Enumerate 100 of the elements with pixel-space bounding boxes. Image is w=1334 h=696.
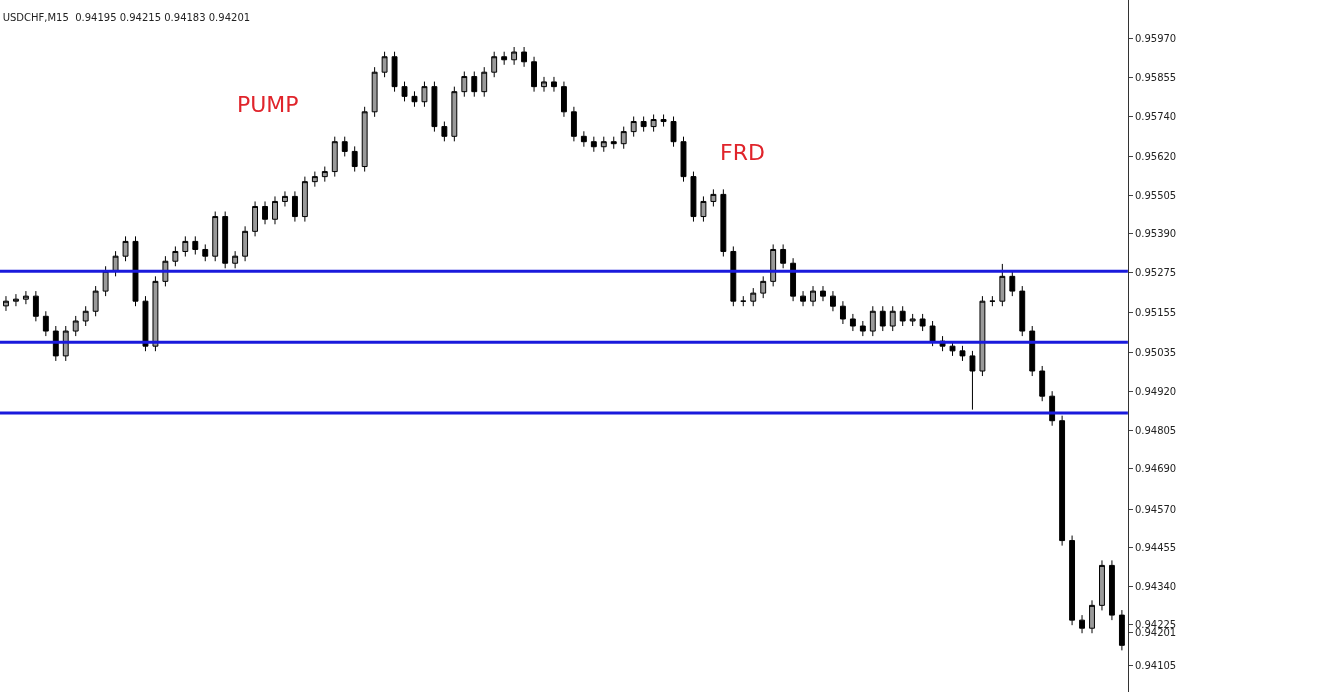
y-tick-label: 0.95390 bbox=[1134, 228, 1177, 240]
candlestick bbox=[590, 136, 597, 153]
candlestick bbox=[32, 290, 39, 322]
candlestick bbox=[282, 190, 288, 207]
y-tick-label: 0.95505 bbox=[1134, 189, 1177, 201]
candlestick bbox=[521, 46, 528, 68]
candlestick bbox=[461, 71, 468, 98]
candlestick bbox=[1069, 535, 1076, 626]
candlestick bbox=[331, 136, 338, 178]
candlestick bbox=[501, 51, 508, 66]
candlestick bbox=[710, 188, 717, 207]
candlestick bbox=[172, 245, 179, 267]
candlestick bbox=[291, 190, 298, 223]
candlestick bbox=[959, 345, 966, 362]
candlestick bbox=[132, 235, 139, 307]
candlestick bbox=[511, 46, 518, 66]
candlestick bbox=[451, 86, 458, 142]
candlestick bbox=[909, 313, 916, 327]
candlestick bbox=[610, 136, 617, 150]
y-tick-label: 0.95035 bbox=[1134, 347, 1177, 359]
y-tick-label: 0.95155 bbox=[1134, 307, 1177, 319]
candlestick bbox=[730, 245, 737, 307]
candlestick bbox=[112, 250, 119, 277]
candlestick bbox=[42, 310, 49, 337]
candlestick bbox=[1108, 559, 1115, 621]
candlestick bbox=[770, 243, 777, 287]
candlestick bbox=[13, 293, 19, 307]
y-tick-label: 0.95970 bbox=[1134, 33, 1177, 45]
candlestick bbox=[979, 295, 986, 377]
y-tick-label: 0.95275 bbox=[1134, 266, 1177, 278]
candlestick bbox=[720, 188, 727, 258]
candlestick bbox=[750, 287, 757, 307]
candlestick bbox=[22, 290, 29, 305]
candlestick bbox=[142, 295, 149, 352]
candlestick bbox=[401, 81, 408, 102]
candlestick bbox=[481, 66, 488, 98]
candlestick bbox=[102, 265, 109, 297]
candlestick bbox=[740, 295, 747, 307]
candlestick bbox=[311, 171, 318, 188]
candlestick bbox=[899, 305, 906, 327]
candlestick bbox=[272, 195, 278, 225]
candlestick bbox=[1099, 559, 1105, 611]
y-tick-label: 0.94690 bbox=[1134, 463, 1177, 475]
candlestick bbox=[620, 126, 627, 150]
candlestick bbox=[1009, 270, 1016, 297]
candlestick bbox=[262, 200, 268, 225]
candlestick bbox=[929, 320, 936, 347]
candlestick bbox=[152, 275, 159, 352]
annotation: PUMP bbox=[237, 92, 299, 117]
y-tick-label: 0.94805 bbox=[1134, 424, 1177, 436]
candlestick bbox=[391, 51, 398, 93]
candlestick bbox=[232, 250, 239, 269]
candlestick bbox=[1079, 614, 1085, 634]
candlestick bbox=[491, 51, 498, 78]
candlestick bbox=[431, 81, 438, 133]
y-tick-label: 0.95855 bbox=[1134, 72, 1177, 84]
candlestick bbox=[660, 113, 667, 128]
candlestick bbox=[222, 211, 229, 269]
candlestick bbox=[3, 295, 9, 312]
candlestick bbox=[989, 295, 996, 307]
candlestick bbox=[879, 305, 886, 332]
y-tick-label: 0.94455 bbox=[1134, 542, 1177, 554]
candlestick bbox=[580, 130, 587, 148]
candlestick bbox=[640, 116, 647, 133]
candlestick bbox=[351, 145, 358, 173]
text: USDCHF,M15 0.94195 0.94215 0.94183 0.94201 bbox=[2, 11, 251, 23]
candlestick bbox=[800, 290, 806, 307]
candlestick bbox=[361, 106, 368, 173]
candlestick bbox=[202, 243, 209, 262]
candlestick bbox=[72, 315, 79, 337]
candlestick bbox=[650, 113, 657, 133]
candlestick bbox=[122, 235, 129, 262]
candlestick bbox=[760, 275, 767, 299]
candlestick bbox=[551, 76, 557, 93]
y-tick-label: 0.94920 bbox=[1134, 386, 1177, 397]
candlestick bbox=[411, 90, 418, 108]
candlestick bbox=[630, 116, 637, 138]
candlestick bbox=[1039, 365, 1046, 402]
candlestick bbox=[1118, 609, 1125, 651]
candlestick bbox=[321, 166, 328, 183]
candlestick bbox=[849, 313, 856, 332]
candlestick bbox=[859, 320, 866, 337]
candlestick bbox=[680, 136, 687, 183]
candlestick bbox=[421, 81, 428, 108]
candlestick bbox=[82, 305, 89, 327]
candlestick bbox=[780, 243, 787, 269]
candlestick bbox=[670, 116, 677, 148]
candlestick bbox=[570, 106, 577, 142]
candlestick bbox=[441, 121, 448, 142]
candlestick bbox=[839, 300, 846, 325]
candlestick bbox=[810, 285, 816, 307]
candlestick bbox=[600, 136, 607, 153]
candlestick bbox=[212, 211, 219, 262]
y-tick-label: 0.94340 bbox=[1134, 580, 1177, 592]
y-tick-label: 0.94105 bbox=[1134, 659, 1177, 671]
candlestick bbox=[999, 263, 1006, 307]
candlestick bbox=[541, 76, 547, 93]
candlestick bbox=[182, 235, 189, 258]
candlestick bbox=[381, 51, 388, 78]
candlestick bbox=[92, 285, 99, 317]
